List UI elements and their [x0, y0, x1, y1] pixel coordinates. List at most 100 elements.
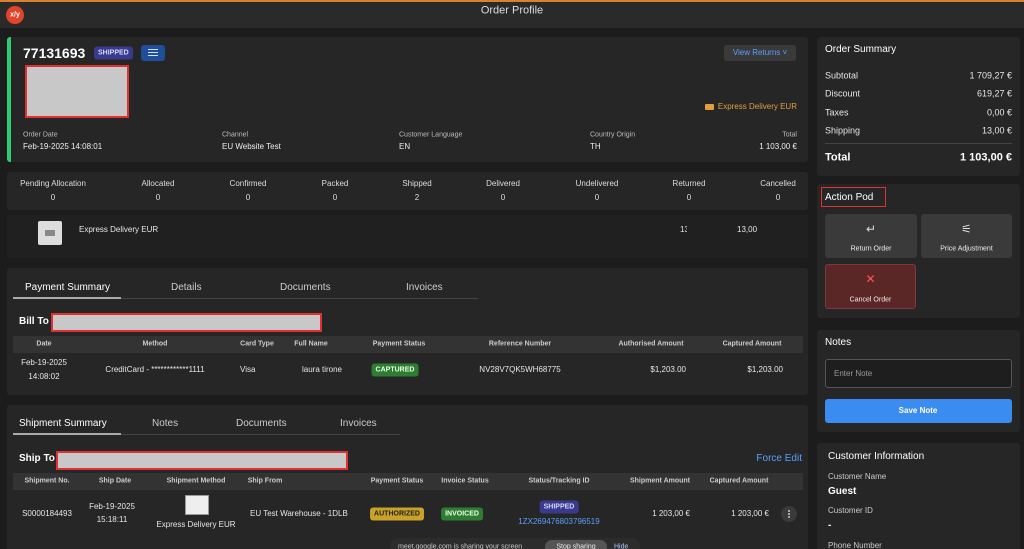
- summary-label: Shipping: [825, 125, 861, 136]
- ship-to-label: Ship To :: [19, 453, 62, 464]
- status-count: 0: [686, 193, 692, 202]
- column-header: Captured Amount: [722, 340, 782, 348]
- column-header: Card Type: [240, 340, 274, 348]
- shipment-status-badge: SHIPPED: [539, 500, 579, 514]
- column-header: Ship From: [247, 477, 283, 485]
- tab-active[interactable]: Payment Summary: [25, 282, 111, 293]
- order-status-badge: SHIPPED: [94, 46, 133, 60]
- menu-icon-line: [148, 49, 158, 50]
- field-label: Order Date: [23, 131, 58, 139]
- field-label: Total: [782, 131, 797, 139]
- view-returns-label[interactable]: View Returns ˅: [732, 48, 788, 57]
- column-header: Date: [36, 340, 52, 348]
- shipment-method: Express Delivery EUR: [156, 520, 236, 529]
- tracking-id[interactable]: 1ZX269476803796519: [518, 517, 600, 526]
- status-label: Confirmed: [229, 179, 267, 188]
- customer-field-label: Customer Name: [828, 472, 887, 481]
- note-input[interactable]: [825, 359, 1012, 388]
- menu-dot: [788, 516, 790, 518]
- redacted-area: [25, 65, 129, 118]
- status-label: Returned: [672, 179, 706, 188]
- column-header: Full Name: [294, 340, 328, 348]
- cancel-order-button[interactable]: [825, 264, 916, 309]
- menu-dot: [788, 513, 790, 515]
- tab[interactable]: Invoices: [340, 418, 377, 429]
- tab[interactable]: Details: [171, 282, 202, 293]
- tab[interactable]: Notes: [152, 418, 179, 429]
- reference-number: NV28V7QK5WH68775: [479, 365, 561, 374]
- ship-date: Feb-19-2025: [89, 502, 135, 511]
- row-menu-button[interactable]: [781, 506, 797, 522]
- status-label: Allocated: [141, 179, 175, 188]
- summary-label: Subtotal: [825, 70, 859, 81]
- action-icon: ↵: [865, 222, 877, 236]
- hide-link[interactable]: Hide: [614, 543, 629, 549]
- column-header: Payment Status: [372, 340, 426, 348]
- action-label[interactable]: Price Adjustment: [940, 245, 993, 253]
- tab-underline: [13, 298, 478, 299]
- summary-value: 13,00 €: [981, 125, 1012, 136]
- status-label: Pending Allocation: [20, 179, 86, 188]
- shipment-method-image: [185, 495, 209, 515]
- customer-field-label: Customer ID: [828, 506, 873, 515]
- force-edit-link[interactable]: Force Edit: [756, 453, 802, 464]
- full-name: laura tirone: [301, 365, 343, 374]
- ship-from: EU Test Warehouse - 1DLB: [250, 509, 348, 518]
- status-count: 0: [594, 193, 600, 202]
- tab-active[interactable]: Shipment Summary: [19, 418, 107, 429]
- customer-field-label: Phone Number: [828, 541, 882, 549]
- ship-time: 15:18:11: [96, 515, 128, 524]
- summary-value: 0,00 €: [986, 107, 1012, 118]
- column-header: Shipment No.: [24, 477, 70, 485]
- action-pod-title: Action Pod: [825, 192, 874, 203]
- customer-panel: [817, 443, 1020, 549]
- invoice-status-badge: INVOICED: [441, 507, 483, 521]
- payment-date: Feb-19-2025: [21, 358, 67, 367]
- status-count: 0: [245, 193, 251, 202]
- delivery-method: Express Delivery EUR: [717, 102, 797, 111]
- tab[interactable]: Documents: [236, 418, 287, 429]
- order-card: [7, 37, 808, 162]
- action-button[interactable]: [921, 214, 1012, 258]
- app-logo[interactable]: [6, 6, 24, 24]
- status-count: 0: [50, 193, 56, 202]
- menu-dot: [788, 510, 790, 512]
- order-menu-button[interactable]: [141, 45, 165, 61]
- tab-active-indicator: [13, 297, 121, 299]
- total-value: 1 103,00 €: [960, 151, 1012, 164]
- status-label: Packed: [321, 179, 349, 188]
- view-returns-button[interactable]: [724, 45, 796, 61]
- field-value: EU Website Test: [222, 142, 281, 151]
- field-label: Customer Language: [399, 131, 463, 139]
- status-count: 0: [332, 193, 338, 202]
- tab[interactable]: Documents: [280, 282, 331, 293]
- top-bar: [0, 0, 1024, 28]
- summary-divider: [825, 143, 1012, 144]
- payment-table-header: [13, 336, 803, 353]
- save-note-button[interactable]: [825, 399, 1012, 423]
- customer-field-value: Guest: [828, 486, 857, 497]
- field-value: 1 103,00 €: [759, 142, 797, 151]
- save-note-label[interactable]: Save Note: [898, 406, 938, 415]
- stop-sharing-button[interactable]: [545, 540, 607, 549]
- delivery-line: [7, 215, 808, 258]
- status-count: 0: [775, 193, 781, 202]
- authorised-amount: $1,203.00: [650, 365, 686, 374]
- tab-active-indicator: [13, 433, 121, 435]
- summary-label: Taxes: [825, 107, 849, 118]
- tab[interactable]: Invoices: [406, 282, 443, 293]
- field-label: Channel: [222, 131, 249, 139]
- action-button[interactable]: [825, 214, 917, 258]
- delivery-line-qty: 13: [680, 226, 687, 234]
- delivery-line-name: Express Delivery EUR: [79, 225, 159, 234]
- stop-sharing-label[interactable]: Stop sharing: [556, 543, 596, 549]
- page-title: Order Profile: [480, 4, 544, 17]
- status-label: Delivered: [486, 179, 520, 188]
- column-header: Reference Number: [488, 340, 552, 348]
- tab-underline: [13, 434, 400, 435]
- order-summary-panel: [817, 37, 1020, 176]
- column-header: Status/Tracking ID: [528, 477, 590, 485]
- action-label[interactable]: Cancel Order: [849, 296, 892, 304]
- column-header: Ship Date: [98, 477, 132, 485]
- action-label[interactable]: Return Order: [850, 245, 892, 253]
